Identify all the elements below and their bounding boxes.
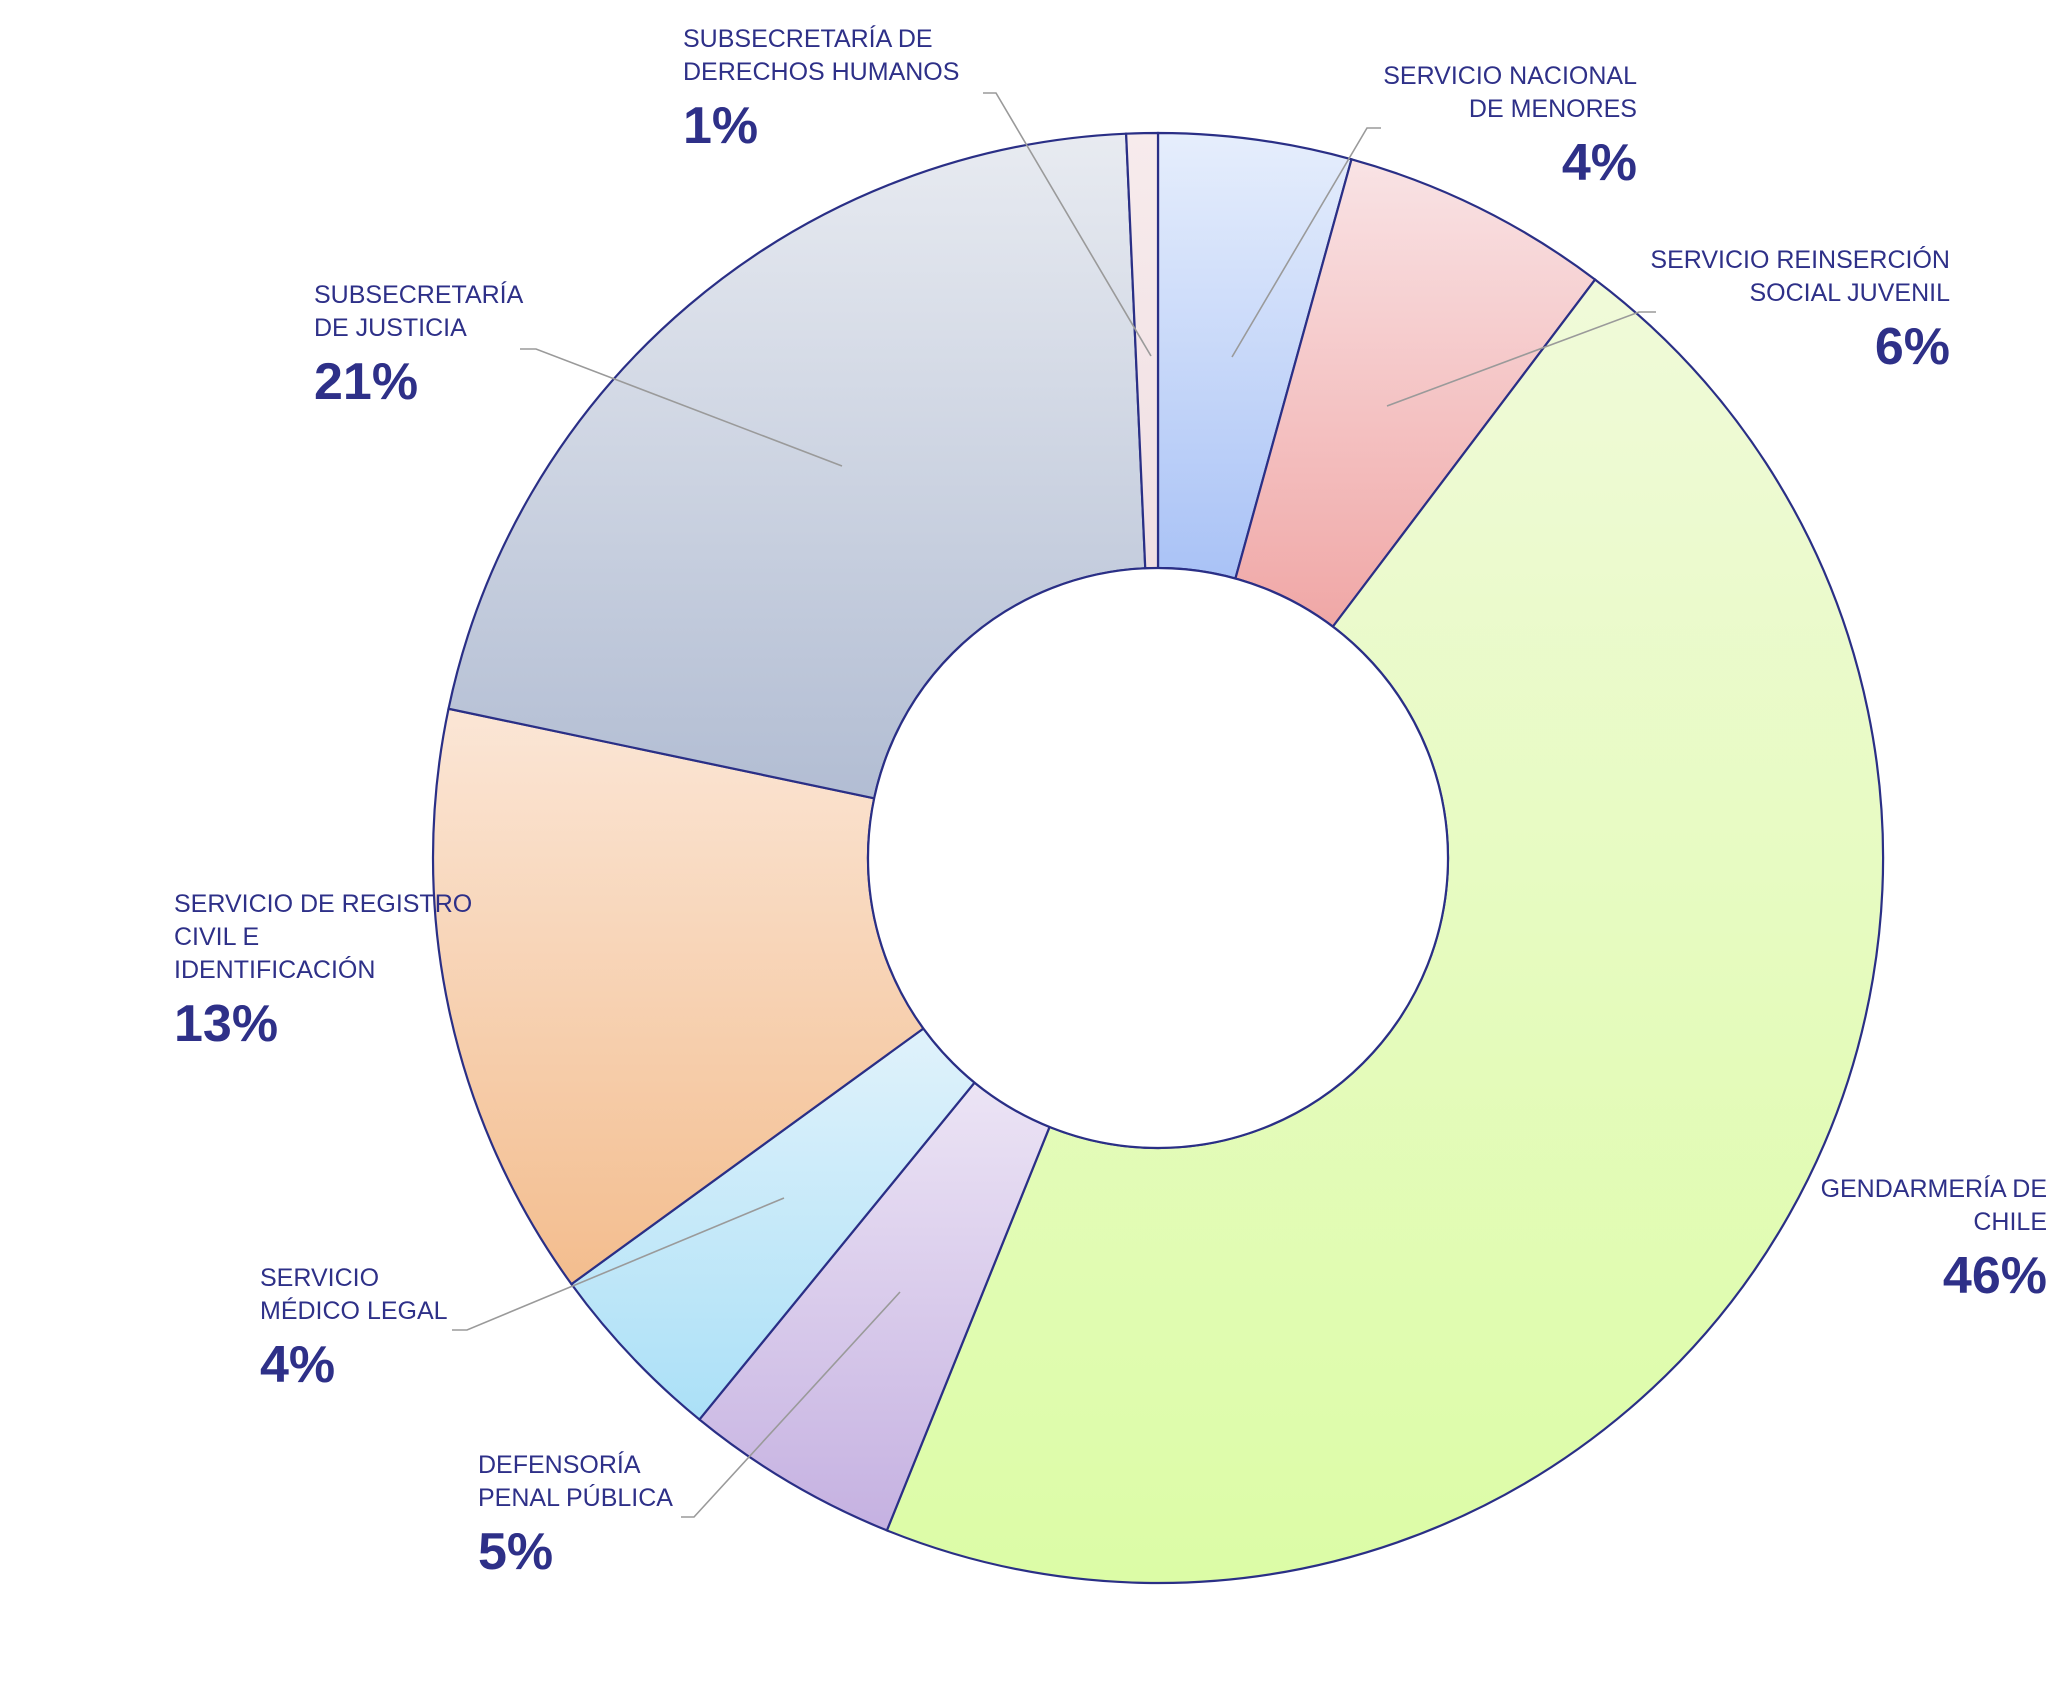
slice-name-label: SERVICIO DE REGISTRO (174, 890, 472, 918)
slice-name-label: CHILE (1973, 1208, 2047, 1236)
slice-name-label: PENAL PÚBLICA (478, 1483, 673, 1512)
slice-name-label: SERVICIO NACIONAL (1383, 62, 1637, 90)
slice-label: SERVICIO REINSERCIÓN SOCIAL JUVENIL 6% (1650, 245, 1950, 376)
leader-lines (452, 92, 1656, 1518)
slice-name-label: DERECHOS HUMANOS (683, 58, 959, 86)
leader-line (1231, 127, 1381, 358)
slice-name-label: SUBSECRETARÍA DE (683, 24, 933, 53)
leader-line (983, 92, 1152, 357)
leader-line (452, 1197, 785, 1331)
slice-label: SUBSECRETARÍA DE DERECHOS HUMANOS 1% (683, 24, 959, 155)
slice-name-label: DE JUSTICIA (314, 314, 467, 342)
donut-hole (866, 566, 1450, 1150)
slice-name-label: SUBSECRETARÍA (314, 280, 524, 309)
slices-layer (431, 131, 1885, 1585)
slice-name-label: SOCIAL JUVENIL (1749, 279, 1950, 307)
leader-line (1386, 311, 1656, 407)
slice-name-label: SERVICIO REINSERCIÓN (1650, 245, 1950, 274)
slice-percent-label: 1% (683, 97, 758, 155)
slice-label: SERVICIO NACIONAL DE MENORES 4% (1383, 62, 1637, 192)
slice-percent-label: 5% (478, 1523, 553, 1581)
leader-line (520, 348, 843, 467)
slice-label: SERVICIO MÉDICO LEGAL 4% (260, 1264, 448, 1394)
slice-percent-label: 4% (260, 1336, 335, 1394)
slice-name-label: IDENTIFICACIÓN (174, 955, 375, 984)
leader-line (681, 1291, 901, 1518)
slice-name-label: MÉDICO LEGAL (260, 1296, 448, 1325)
slice-percent-label: 13% (174, 995, 278, 1053)
slice-name-label: SERVICIO (260, 1264, 379, 1292)
slice-name-label: DEFENSORÍA (478, 1450, 641, 1479)
slice-percent-label: 46% (1943, 1247, 2047, 1305)
slice-percent-label: 4% (1562, 134, 1637, 192)
slice-percent-label: 21% (314, 353, 418, 411)
slice-name-label: GENDARMERÍA DE (1821, 1174, 2047, 1203)
slice-label: DEFENSORÍA PENAL PÚBLICA 5% (478, 1450, 673, 1581)
slice-label: SERVICIO DE REGISTRO CIVIL E IDENTIFICACIÓ… (174, 890, 472, 1053)
slice-name-label: DE MENORES (1469, 95, 1637, 123)
slice-label: GENDARMERÍA DE CHILE 46% (1821, 1174, 2047, 1305)
slice-percent-label: 6% (1875, 318, 1950, 376)
slice-label: SUBSECRETARÍA DE JUSTICIA 21% (314, 280, 524, 411)
slice-name-label: CIVIL E (174, 923, 259, 951)
